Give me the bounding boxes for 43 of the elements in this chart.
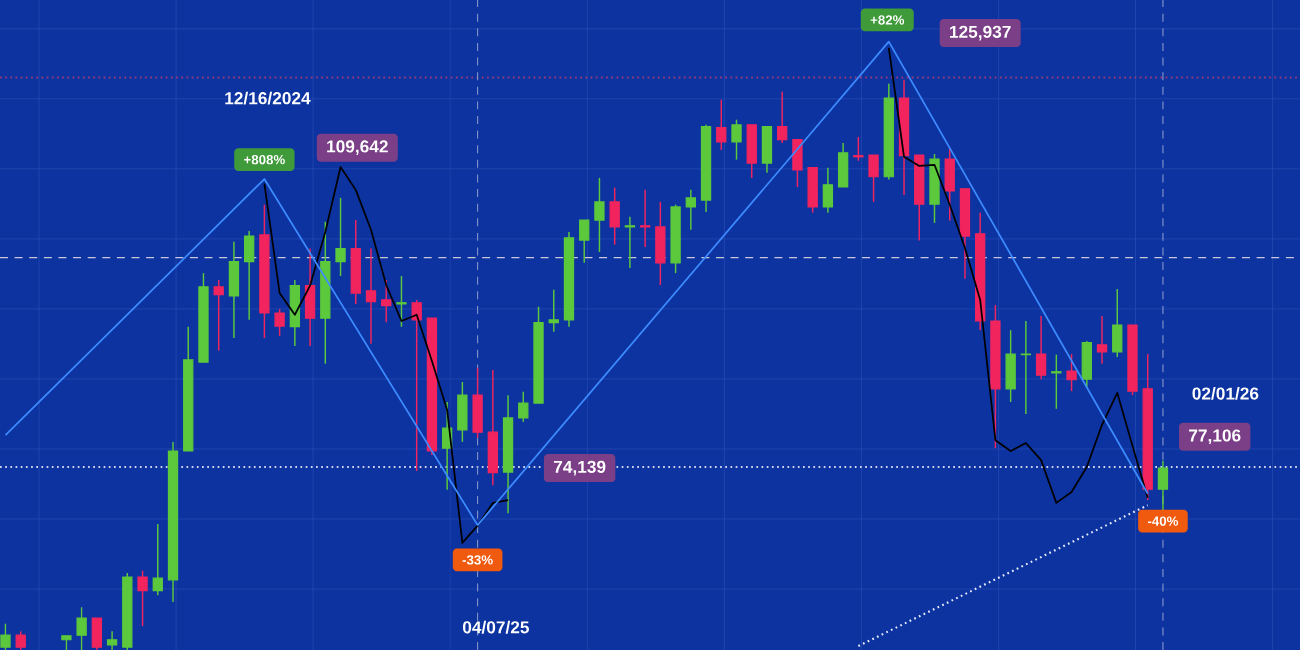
- candlestick: [731, 119, 742, 161]
- candlestick: [868, 154, 879, 203]
- candlestick: [274, 308, 285, 337]
- candlestick: [1157, 459, 1169, 512]
- candlestick: [152, 523, 163, 596]
- candlestick: [15, 630, 26, 650]
- candlestick: [1051, 353, 1062, 410]
- candlestick: [381, 279, 392, 323]
- candlestick: [853, 136, 864, 162]
- candlestick: [579, 219, 590, 264]
- candlestick: [213, 279, 224, 352]
- candlestick: [716, 99, 727, 151]
- candlestick: [1035, 315, 1047, 380]
- candlestick: [594, 177, 605, 253]
- annotation: 109,642: [327, 140, 388, 156]
- candlestick: [106, 630, 118, 650]
- candlestick: [777, 91, 788, 144]
- candlestick: [335, 197, 346, 277]
- candlestick: [685, 189, 696, 231]
- candlestick: [411, 299, 422, 472]
- candlestick: [365, 247, 377, 345]
- text: +82%: [870, 15, 905, 25]
- text: 02/01/26: [1192, 386, 1259, 400]
- candlestick: [1066, 353, 1077, 392]
- annotation: 74,139: [553, 460, 606, 476]
- candlestick: [1096, 315, 1108, 365]
- candlestick: [1020, 320, 1032, 415]
- annotation: 04/07/25: [462, 620, 529, 634]
- annotation: -40%: [1147, 516, 1179, 526]
- text: 77,106: [1189, 429, 1241, 445]
- candlestick: [396, 275, 407, 328]
- annotation: +808%: [244, 154, 285, 165]
- candlestick: [76, 606, 87, 650]
- candlestick: [518, 390, 529, 423]
- candlestick: [822, 166, 834, 214]
- candlestick: [548, 288, 559, 333]
- candlestick: [0, 623, 11, 650]
- text: 125,937: [950, 25, 1011, 41]
- annotation: 12/16/2024: [225, 91, 311, 105]
- annotation: -33%: [462, 555, 493, 565]
- candlestick: [137, 570, 148, 627]
- candlestick: [624, 215, 636, 269]
- candlestick: [639, 189, 651, 248]
